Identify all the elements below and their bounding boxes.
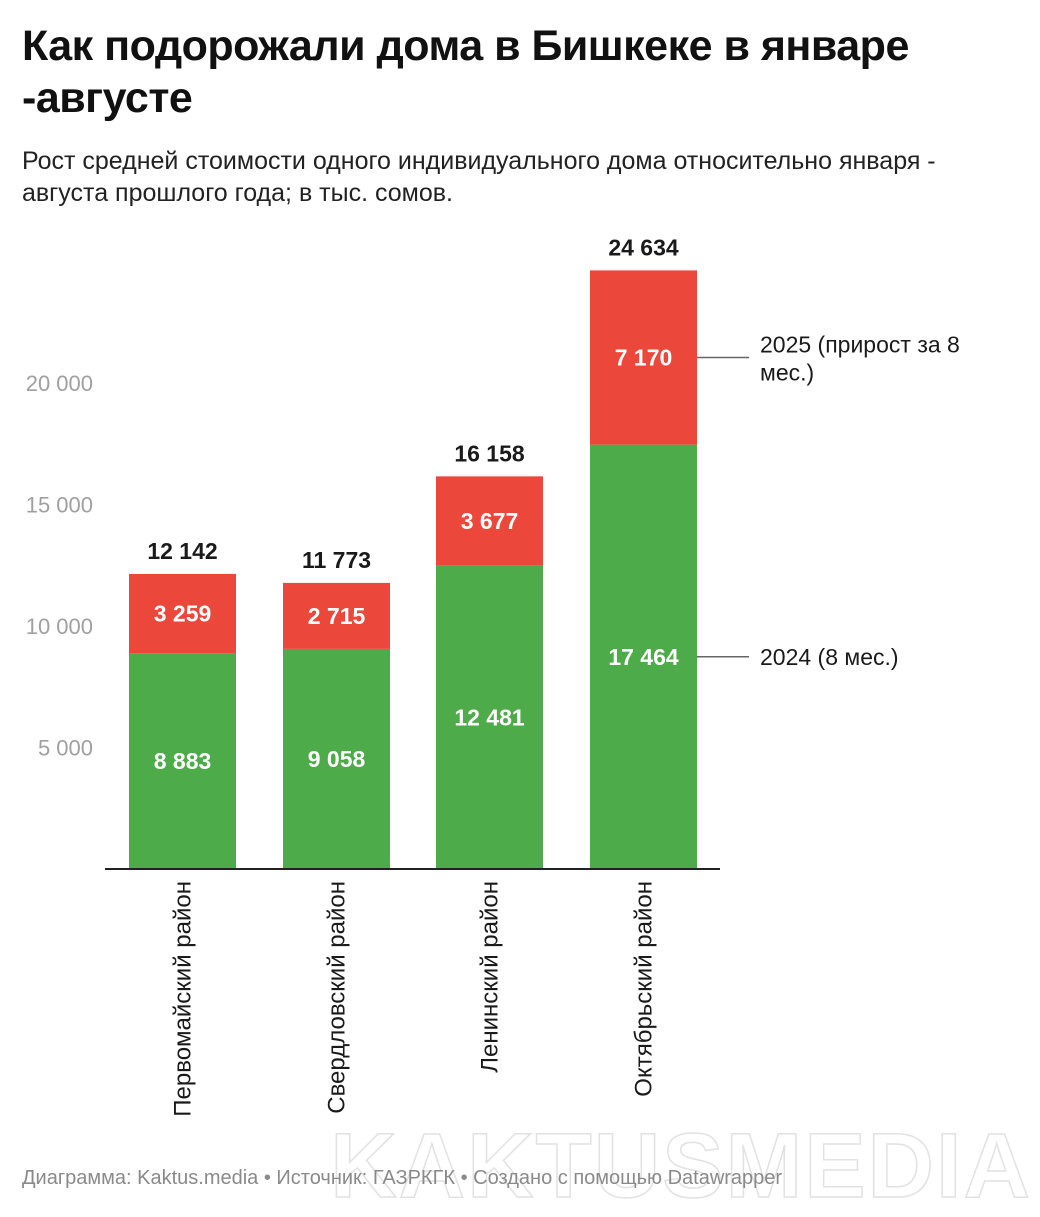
watermark-logo: KAKTUSMEDIA: [329, 1115, 1032, 1217]
segment-value-label-2024: 8 883: [154, 748, 212, 774]
bar-segment-2025-growth: [283, 582, 390, 649]
bar-segment-2025-growth: [590, 270, 697, 445]
segment-value-label-2024: 9 058: [308, 746, 366, 772]
segment-value-label-2024: 12 481: [454, 704, 525, 730]
bar-segment-2024: [436, 565, 543, 869]
segment-value-label-2024: 17 464: [608, 644, 679, 670]
legend-label-2025-line2: мес.): [760, 360, 814, 386]
segment-value-label-2025: 7 170: [615, 345, 673, 371]
x-axis-category-label: Ленинский район: [477, 881, 504, 1073]
bars: [129, 270, 697, 869]
bar-segment-2025-growth: [436, 476, 543, 566]
y-axis-ticks: 5 000 10 000 15 000 20 000: [26, 371, 93, 761]
bar-labels: 8 883 3 259 12 142 9 058 2 715 11 773 12 481 3 …: [147, 234, 679, 774]
bar-total-label: 11 773: [302, 547, 371, 573]
chart-title: Как подорожали дома в Бишкеке в январе -…: [22, 22, 909, 122]
segment-value-label-2025: 2 715: [308, 603, 366, 629]
bar-segment-2024: [283, 648, 390, 869]
bar-segment-2024: [129, 653, 236, 869]
bar-segment-2024: [590, 444, 697, 869]
y-tick-label: 5 000: [38, 736, 93, 761]
y-tick-label: 20 000: [26, 371, 93, 396]
y-tick-label: 10 000: [26, 614, 93, 639]
x-axis-category-label: Первомайский район: [170, 881, 197, 1117]
x-axis-category-labels: Первомайский район Свердловский район Лени…: [170, 881, 658, 1117]
segment-value-label-2025: 3 677: [461, 508, 519, 534]
x-axis-category-label: Октябрьский район: [631, 881, 658, 1097]
bar-total-label: 16 158: [454, 440, 525, 466]
footer-credits: Диаграмма: Kaktus.media • Источник: ГАЗР…: [22, 1167, 783, 1189]
legend-label-2025: 2025 (прирост за 8: [760, 332, 960, 358]
chart-subtitle: Рост средней стоимости одного индивидуал…: [22, 147, 936, 207]
bar-total-label: 24 634: [608, 234, 679, 260]
x-axis-category-label: Свердловский район: [324, 881, 351, 1114]
bar-total-label: 12 142: [147, 538, 217, 564]
legend-label-2024: 2024 (8 мес.): [760, 644, 899, 670]
y-tick-label: 15 000: [26, 493, 93, 518]
segment-value-label-2025: 3 259: [154, 601, 212, 627]
bar-segment-2025-growth: [129, 573, 236, 654]
